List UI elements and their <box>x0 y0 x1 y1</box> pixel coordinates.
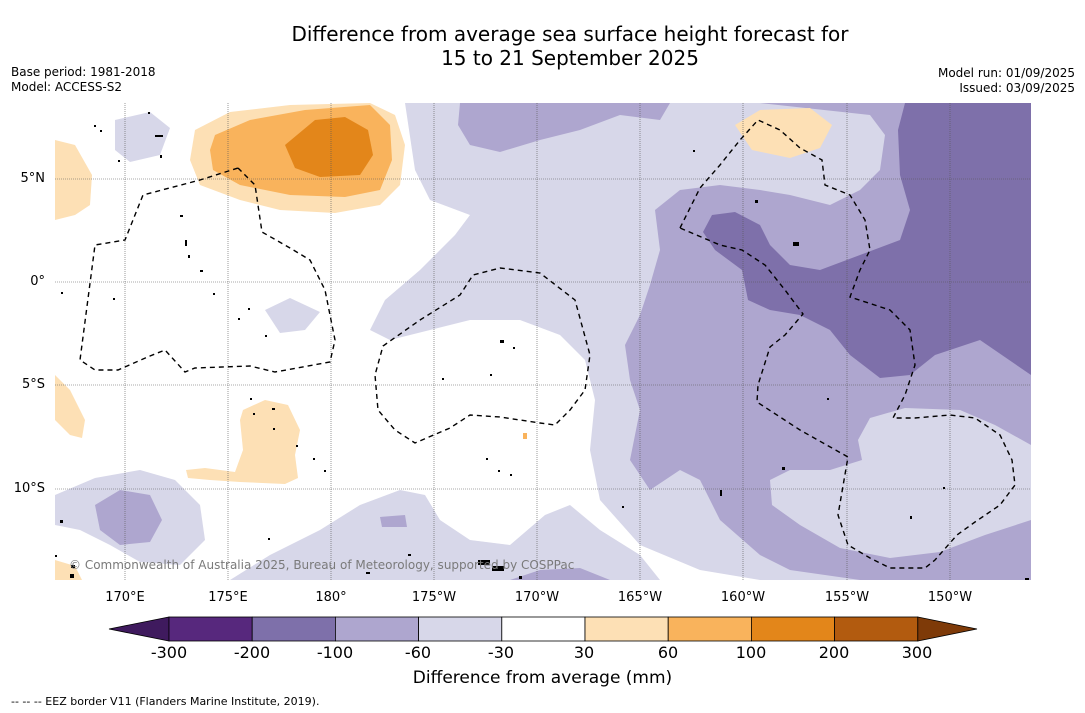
lon-label-170w: 170°W <box>514 590 560 605</box>
graticule <box>55 103 1031 580</box>
lat-label-10s: 10°S <box>13 481 45 496</box>
colorbar-tick-label: -200 <box>233 643 271 662</box>
colorbar-tick-label: -100 <box>316 643 354 662</box>
lon-label-155w: 155°W <box>824 590 870 605</box>
lon-label-175w: 175°W <box>411 590 457 605</box>
colorbar-swatch <box>501 616 586 642</box>
model-run: Model run: 01/09/2025 <box>937 66 1075 80</box>
lon-label-175e: 175°E <box>208 590 248 605</box>
colorbar-swatch <box>751 616 836 642</box>
lon-label-170e: 170°E <box>105 590 145 605</box>
eez-footnote: -- -- -- EEZ border V11 (Flanders Marine… <box>11 695 320 708</box>
colorbar-swatch <box>168 616 253 642</box>
colorbar-tick-label: -300 <box>150 643 188 662</box>
colorbar-tick-label: 30 <box>573 643 595 662</box>
lon-label-160w: 160°W <box>720 590 766 605</box>
colorbar-arrow-high <box>917 616 978 642</box>
lat-label-5s: 5°S <box>21 377 45 392</box>
colorbar-tick-label: 60 <box>657 643 679 662</box>
colorbar-tick-label: -30 <box>487 643 515 662</box>
colorbar-tick-label: 300 <box>901 643 933 662</box>
anomaly-band-positive <box>55 103 832 580</box>
colorbar-swatch <box>334 616 419 642</box>
colorbar-swatch <box>667 616 752 642</box>
colorbar-arrow-low <box>108 616 170 642</box>
anomaly-band-minus100 <box>703 103 1031 378</box>
colorbar-swatch <box>584 616 669 642</box>
islands <box>55 112 1029 580</box>
colorbar-title: Difference from average (mm) <box>412 668 673 688</box>
colorbar-tick-label: 200 <box>818 643 850 662</box>
map-title-line1: Difference from average sea surface heig… <box>291 22 849 46</box>
lon-label-165w: 165°W <box>617 590 663 605</box>
issued-date: Issued: 03/09/2025 <box>959 81 1075 95</box>
colorbar-tick-label: -60 <box>404 643 432 662</box>
model-name: Model: ACCESS-S2 <box>11 80 123 94</box>
colorbar-swatch <box>834 616 919 642</box>
lat-label-5n: 5°N <box>20 171 46 186</box>
colorbar <box>108 616 978 642</box>
copyright-notice: © Commonwealth of Australia 2025, Bureau… <box>69 558 575 572</box>
colorbar-swatch <box>251 616 336 642</box>
map-area <box>55 103 1031 580</box>
colorbar-swatch <box>418 616 503 642</box>
lon-label-180: 180° <box>315 590 347 605</box>
eez-borders <box>79 119 1016 569</box>
map-title: Difference from average sea surface heig… <box>0 22 1085 70</box>
lon-label-150w: 150°W <box>927 590 973 605</box>
lat-label-0: 0° <box>30 274 45 289</box>
base-period: Base period: 1981-2018 <box>11 65 156 79</box>
map-title-line2: 15 to 21 September 2025 <box>441 46 699 70</box>
colorbar-tick-label: 100 <box>735 643 767 662</box>
meta-left: Base period: 1981-2018 Model: ACCESS-S2 <box>11 65 156 95</box>
meta-right: Model run: 01/09/2025 Issued: 03/09/2025 <box>938 66 1075 96</box>
